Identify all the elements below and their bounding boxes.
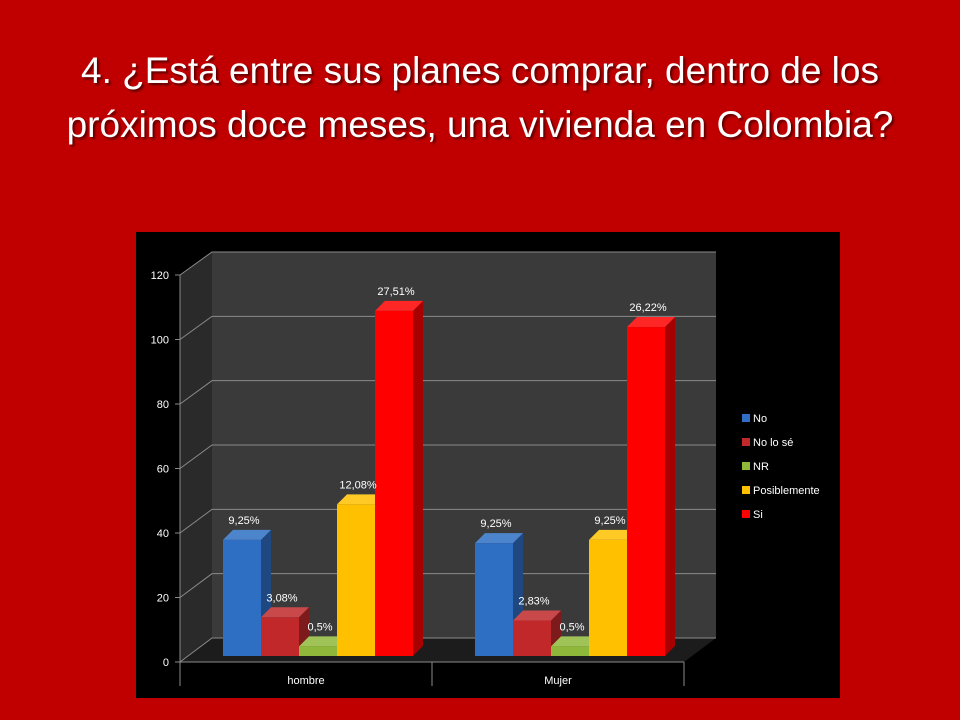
y-tick-label: 120: [151, 270, 169, 282]
bar-front: [375, 310, 413, 656]
x-tick-label: Mujer: [544, 675, 572, 687]
data-label: 9,25%: [228, 515, 259, 527]
legend-label: No: [753, 413, 767, 425]
legend-swatch: [742, 414, 750, 422]
bar-front: [589, 539, 627, 656]
bar-front: [551, 646, 589, 656]
data-label: 0,5%: [307, 621, 332, 633]
bar-front: [513, 620, 551, 656]
data-label: 27,51%: [377, 286, 415, 298]
bar: [627, 317, 675, 656]
chart-panel: 0 20 40 60 80 100 120 hombre Mujer 9,25% 3,08% 0,…: [136, 232, 840, 698]
bar-front: [627, 327, 665, 656]
data-label: 2,83%: [518, 596, 549, 608]
bars: [223, 300, 675, 656]
gridlines: [179, 251, 716, 663]
y-axis-ticks: 0 20 40 60 80 100 120: [151, 270, 181, 669]
legend-item: Posiblemente: [742, 485, 820, 497]
y-tick-label: 20: [157, 593, 169, 605]
gridline: [179, 444, 716, 469]
data-label: 12,08%: [339, 479, 377, 491]
bar: [475, 533, 523, 656]
legend-label: Si: [753, 509, 763, 521]
legend-swatch: [742, 510, 750, 518]
gridline: [179, 315, 716, 340]
y-tick-label: 60: [157, 464, 169, 476]
legend-label: No lo sé: [753, 437, 793, 449]
bar-side: [413, 300, 423, 656]
bar-top: [551, 636, 599, 647]
bar-side: [665, 317, 675, 656]
bar-top: [223, 529, 271, 540]
y-tick-label: 0: [163, 657, 169, 669]
y-tick-label: 40: [157, 528, 169, 540]
gridline: [179, 573, 716, 598]
bar-front: [337, 504, 375, 656]
y-tick-label: 80: [157, 399, 169, 411]
legend-label: NR: [753, 461, 769, 473]
legend-item: NR: [742, 461, 769, 473]
legend-item: No lo sé: [742, 437, 793, 449]
x-axis: hombre Mujer: [179, 661, 685, 687]
legend: No No lo sé NR Posiblemente Si: [742, 413, 820, 521]
gridline: [179, 508, 716, 534]
bar-top: [375, 300, 423, 311]
legend-item: No: [742, 413, 767, 425]
gridline: [179, 380, 716, 405]
bar-front: [299, 646, 337, 656]
data-labels: 9,25% 3,08% 0,5% 12,08% 27,51% 9,25% 2,83% 0,5%…: [228, 286, 666, 633]
bar-front: [475, 543, 513, 656]
data-label: 0,5%: [559, 621, 584, 633]
bar-chart: 0 20 40 60 80 100 120 hombre Mujer 9,25% 3,08% 0,…: [151, 251, 820, 687]
x-tick-label: hombre: [287, 675, 324, 687]
bar-top: [261, 607, 309, 618]
data-label: 3,08%: [266, 592, 297, 604]
bar-top: [589, 529, 637, 540]
slide-title: 4. ¿Está entre sus planes comprar, dentr…: [66, 50, 894, 145]
bar-top: [337, 494, 385, 505]
data-label: 26,22%: [629, 302, 667, 314]
y-tick-label: 100: [151, 335, 169, 347]
bar-top: [475, 533, 523, 544]
bar-top: [299, 636, 347, 647]
bar: [375, 300, 423, 656]
bar-front: [223, 539, 261, 656]
legend-swatch: [742, 486, 750, 494]
bar-front: [261, 617, 299, 656]
legend-swatch: [742, 462, 750, 470]
gridline: [179, 251, 716, 276]
legend-label: Posiblemente: [753, 485, 820, 497]
data-label: 9,25%: [594, 515, 625, 527]
data-label: 9,25%: [480, 518, 511, 530]
bar-top: [513, 610, 561, 621]
legend-swatch: [742, 438, 750, 446]
legend-item: Si: [742, 509, 763, 521]
bar-top: [627, 317, 675, 328]
bar: [261, 607, 309, 656]
